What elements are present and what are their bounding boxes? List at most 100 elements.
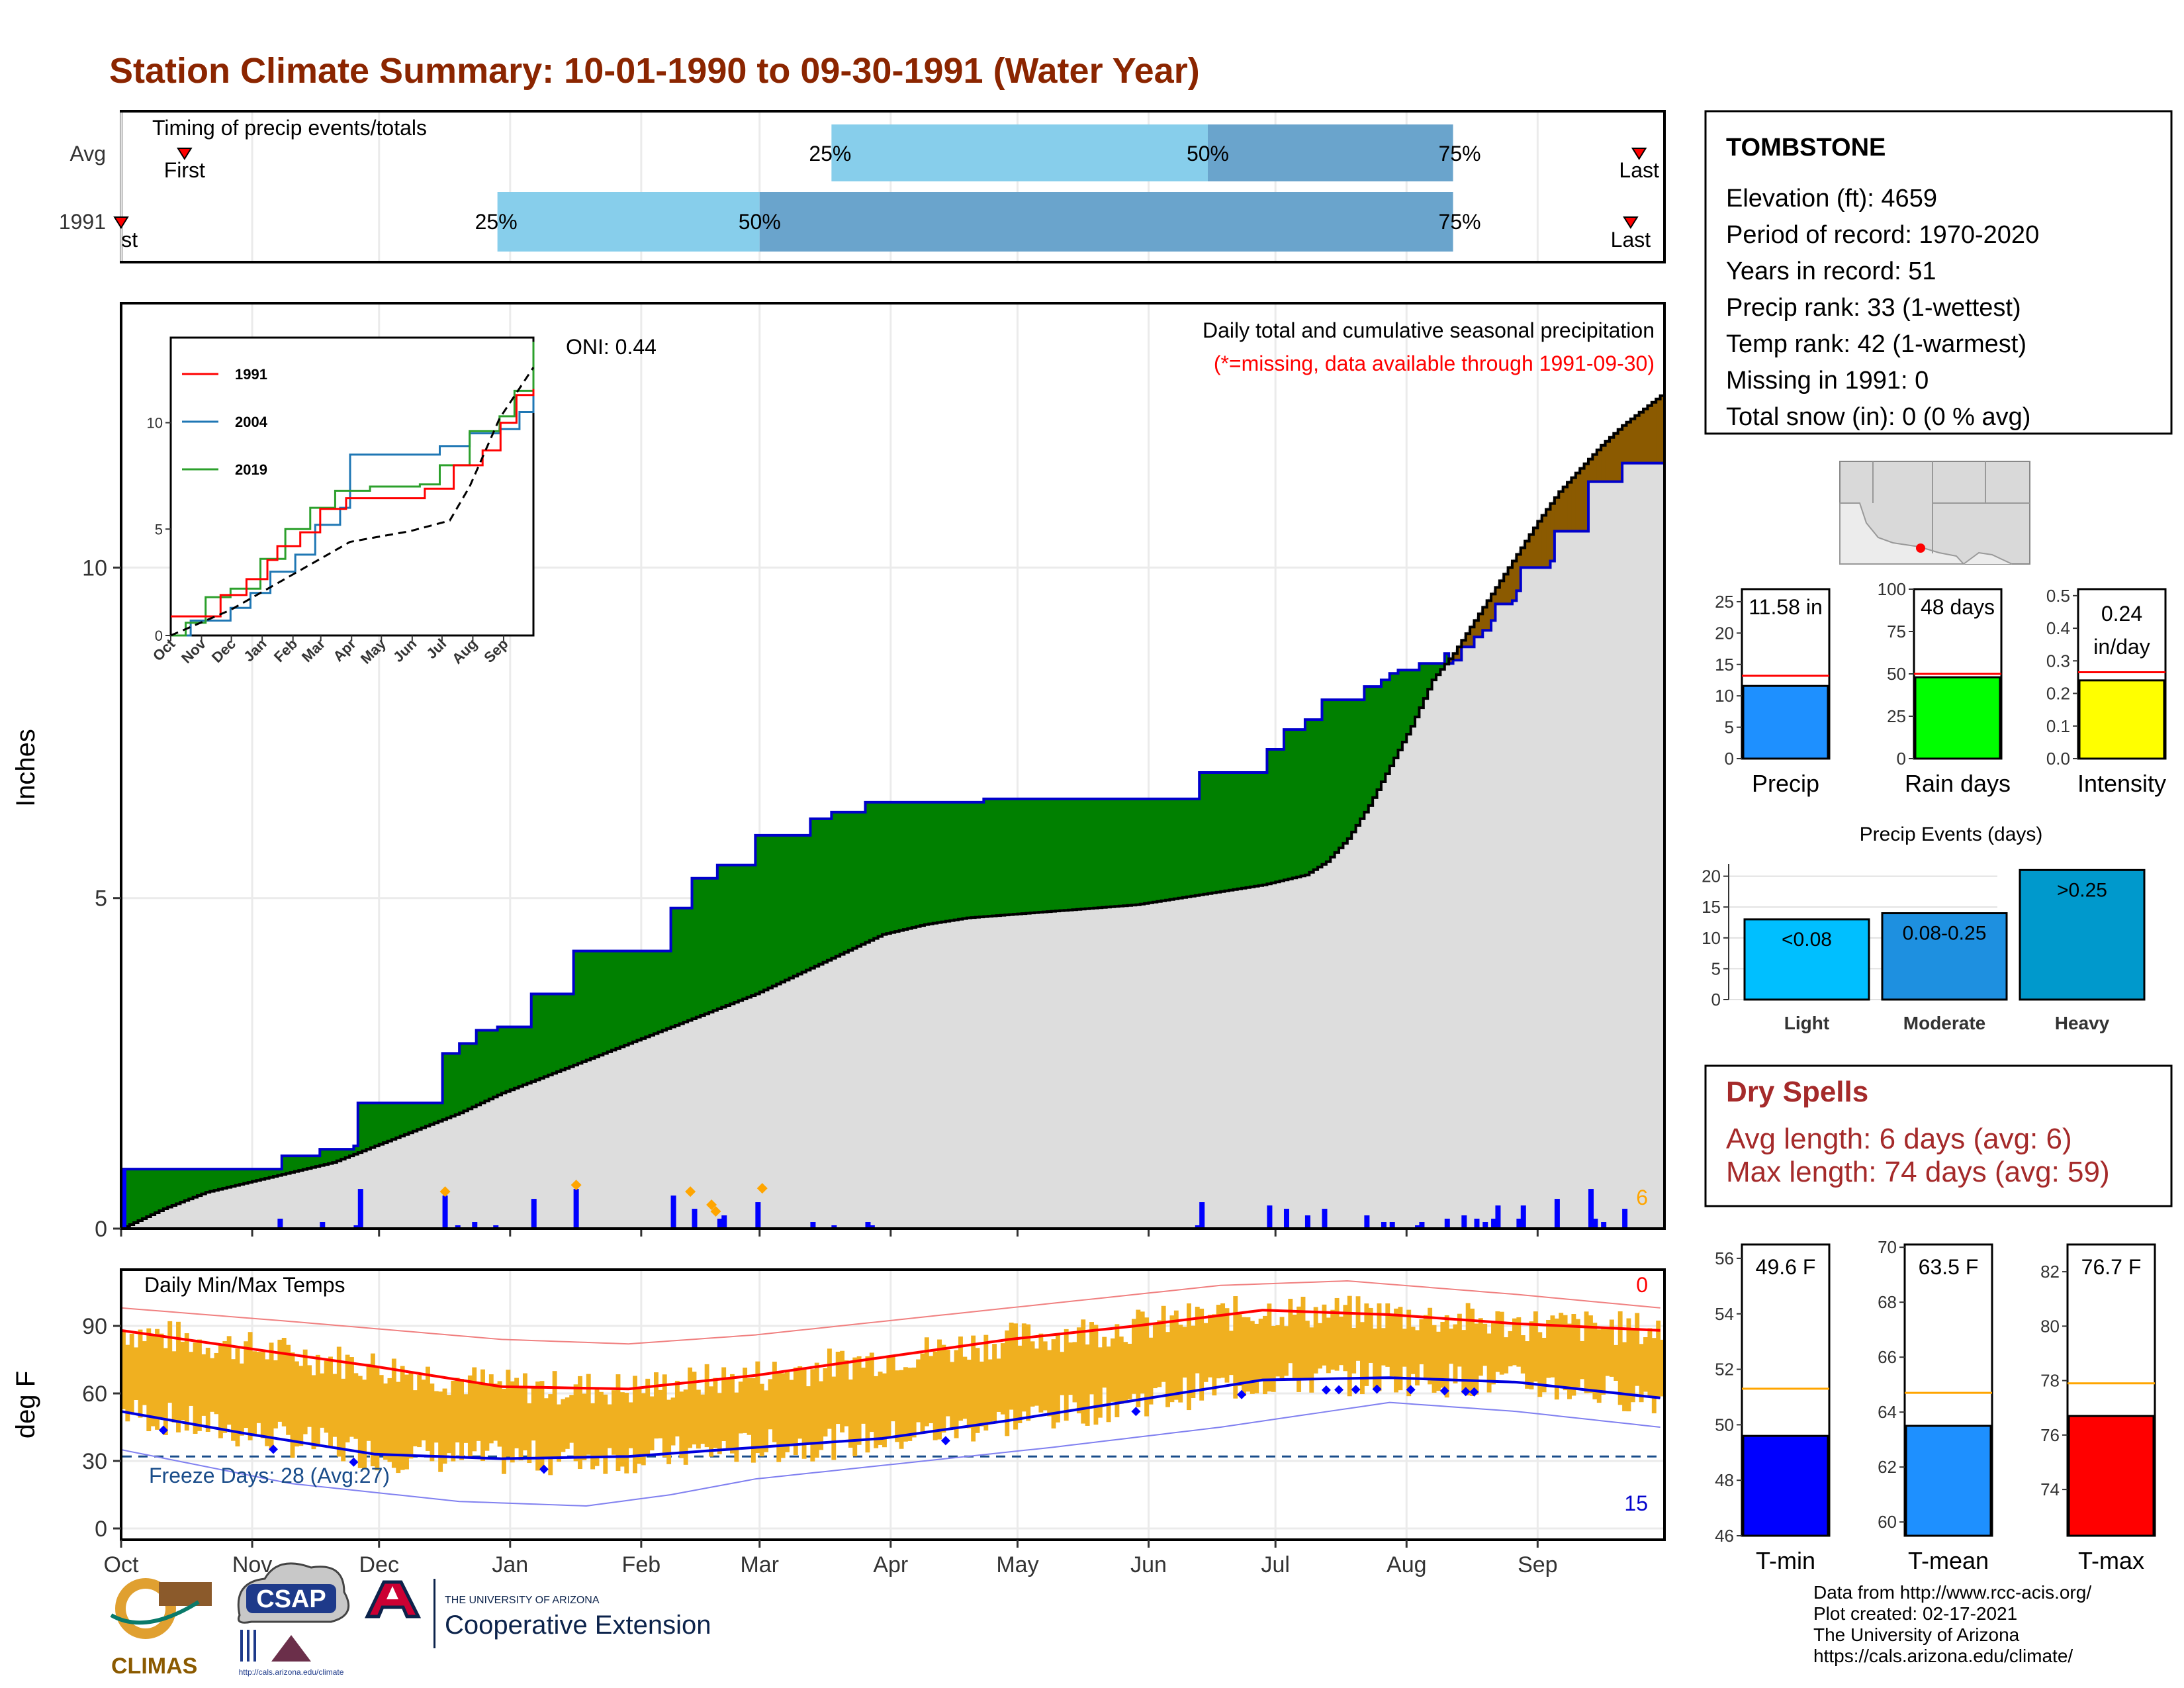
surplus-segment [649, 951, 655, 1035]
surplus-segment [987, 798, 993, 917]
surplus-segment [539, 994, 545, 1078]
daily-temp-bar [586, 1374, 591, 1455]
surplus-segment [260, 1169, 265, 1180]
surplus-segment [1093, 798, 1099, 908]
daily-temp-bar [751, 1378, 756, 1463]
deficit-segment [1457, 647, 1462, 661]
daily-temp-bar [176, 1321, 181, 1432]
daily-temp-bar [747, 1378, 752, 1435]
daily-precip-bar [277, 1219, 283, 1229]
daily-temp-bar [235, 1348, 240, 1447]
tmean-tick-label-5: 70 [1878, 1237, 1897, 1257]
surplus-segment [527, 1027, 532, 1084]
csap-logo: CSAP http://cals.arizona.edu/climate [237, 1562, 350, 1677]
daily-temp-bar [1334, 1297, 1340, 1371]
surplus-segment [1055, 798, 1060, 912]
surplus-segment [975, 802, 980, 917]
surplus-segment [336, 1149, 341, 1161]
deficit-segment [1546, 509, 1551, 568]
freeze-day-marker [940, 1436, 950, 1446]
precip-mini-tick-label-5: 25 [1715, 592, 1734, 612]
temp-title: Daily Min/Max Temps [144, 1273, 345, 1297]
daily-temp-bar [336, 1346, 341, 1457]
daily-precip-bar [1389, 1222, 1395, 1229]
surplus-segment [793, 835, 798, 976]
surplus-segment [1410, 670, 1416, 727]
surplus-segment [569, 994, 574, 1067]
surplus-segment [189, 1169, 194, 1199]
inset-ytick-label-0: 0 [155, 628, 163, 644]
intensity-value-text: 0.24 [2101, 602, 2142, 626]
daily-precip-bar [1495, 1205, 1501, 1229]
precip-mini-bar [1742, 684, 1829, 760]
surplus-segment [1267, 749, 1272, 884]
daily-temp-bar [1089, 1322, 1094, 1395]
surplus-segment [1017, 798, 1023, 914]
surplus-segment [277, 1169, 283, 1176]
surplus-segment [1148, 798, 1154, 903]
surplus-segment [895, 802, 900, 932]
daily-temp-bar [493, 1383, 498, 1441]
daily-precip-bar [1419, 1222, 1425, 1229]
surplus-segment [1228, 772, 1234, 890]
daily-temp-bar [848, 1380, 853, 1448]
daily-temp-bar [1051, 1339, 1056, 1429]
surplus-segment [379, 1103, 384, 1145]
events-bar-label-2: >0.25 [2057, 879, 2107, 901]
surplus-segment [1373, 686, 1378, 798]
daily-temp-bar [1178, 1325, 1183, 1403]
surplus-segment [882, 802, 887, 935]
daily-temp-bar [692, 1372, 697, 1445]
daily-temp-bar [831, 1376, 837, 1460]
daily-precip-bar [721, 1215, 727, 1229]
timing-bar-y1991-50-75 [759, 192, 1453, 252]
surplus-segment [890, 802, 895, 933]
surplus-segment [1318, 720, 1323, 867]
daily-precip-bar [1364, 1215, 1370, 1229]
events-category-0: Light [1784, 1013, 1829, 1033]
surplus-segment [937, 802, 942, 923]
tmax-bar [2068, 1415, 2155, 1537]
daily-temp-bar [582, 1393, 587, 1460]
daily-temp-bar [265, 1359, 270, 1446]
daily-temp-bar [1541, 1337, 1547, 1393]
daily-temp-bar [138, 1329, 143, 1418]
surplus-segment [768, 835, 773, 988]
daily-temp-bar [281, 1338, 287, 1427]
csap-url-text[interactable]: http://cals.arizona.edu/climate [239, 1667, 344, 1677]
precip-mini-tick-label-4: 20 [1715, 623, 1734, 643]
daily-temp-bar [488, 1374, 494, 1444]
daily-temp-bar [1592, 1323, 1598, 1399]
tmin-bar [1742, 1434, 1829, 1537]
surplus-segment [1144, 798, 1150, 904]
daily-temp-bar [302, 1349, 308, 1434]
daily-precip-bar [357, 1189, 363, 1229]
daily-temp-bar [345, 1354, 350, 1442]
deficit-segment [1605, 441, 1610, 482]
daily-temp-bar [1486, 1333, 1492, 1393]
daily-temp-bar [569, 1395, 574, 1443]
daily-temp-bar [1322, 1304, 1327, 1366]
daily-temp-bar [383, 1383, 388, 1460]
surplus-segment [1034, 798, 1040, 913]
daily-temp-bar [810, 1369, 815, 1462]
missing-data-mark [706, 1199, 717, 1211]
surplus-segment [353, 1146, 359, 1154]
daily-temp-bar [1224, 1308, 1230, 1383]
daily-temp-bar [637, 1386, 642, 1464]
daily-precip-bar [320, 1222, 326, 1229]
surplus-segment [827, 818, 832, 961]
surplus-segment [543, 994, 549, 1077]
surplus-segment [535, 994, 541, 1080]
rain-mini-bar [1914, 676, 2001, 760]
surplus-segment [801, 835, 807, 972]
daily-temp-bar [506, 1370, 511, 1457]
daily-temp-bar [1571, 1314, 1576, 1396]
freeze-day-marker [1439, 1386, 1449, 1396]
daily-temp-bar [205, 1348, 210, 1432]
surplus-segment [370, 1103, 375, 1148]
daily-temp-bar [349, 1357, 354, 1437]
timing-avg-25-label: 25% [809, 142, 851, 165]
surplus-segment [1047, 798, 1052, 912]
daily-temp-bar [1026, 1324, 1031, 1421]
